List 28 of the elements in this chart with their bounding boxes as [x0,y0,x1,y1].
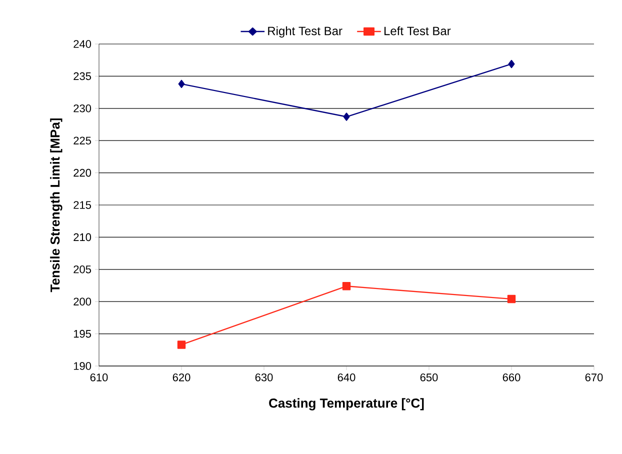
x-tick-label: 630 [255,374,273,382]
y-tick-label: 210 [74,233,92,242]
point [342,282,351,290]
y-axis-title: Tensile Strength Limit [MPa] [50,118,62,292]
y-tick-label: 215 [74,201,92,209]
x-tick-label: 650 [420,374,438,382]
legend-label: Right Test Bar [268,26,342,38]
y-tick-label: 200 [74,298,92,306]
x-tick-label: 670 [585,374,603,382]
y-tick-label: 195 [74,330,92,338]
legend-label: Left Test Bar [384,26,451,36]
x-tick-label: 620 [172,374,190,382]
y-tick-label: 235 [74,72,92,80]
point [508,60,515,68]
y-tick-label: 240 [74,40,92,48]
y-tick-label: 225 [74,136,92,144]
y-tick-label: 230 [74,104,92,112]
point [507,294,516,304]
y-tick-label: 220 [74,168,92,177]
x-tick-label: 660 [502,374,520,382]
point [177,340,186,349]
point [178,80,185,88]
x-tick-label: 640 [338,374,356,382]
point [343,112,350,121]
x-tick-label: 610 [90,374,108,382]
x-axis-title: Casting Temperature [°C] [269,398,424,410]
y-tick-label: 205 [74,266,92,274]
y-tick-label: 190 [74,362,92,370]
